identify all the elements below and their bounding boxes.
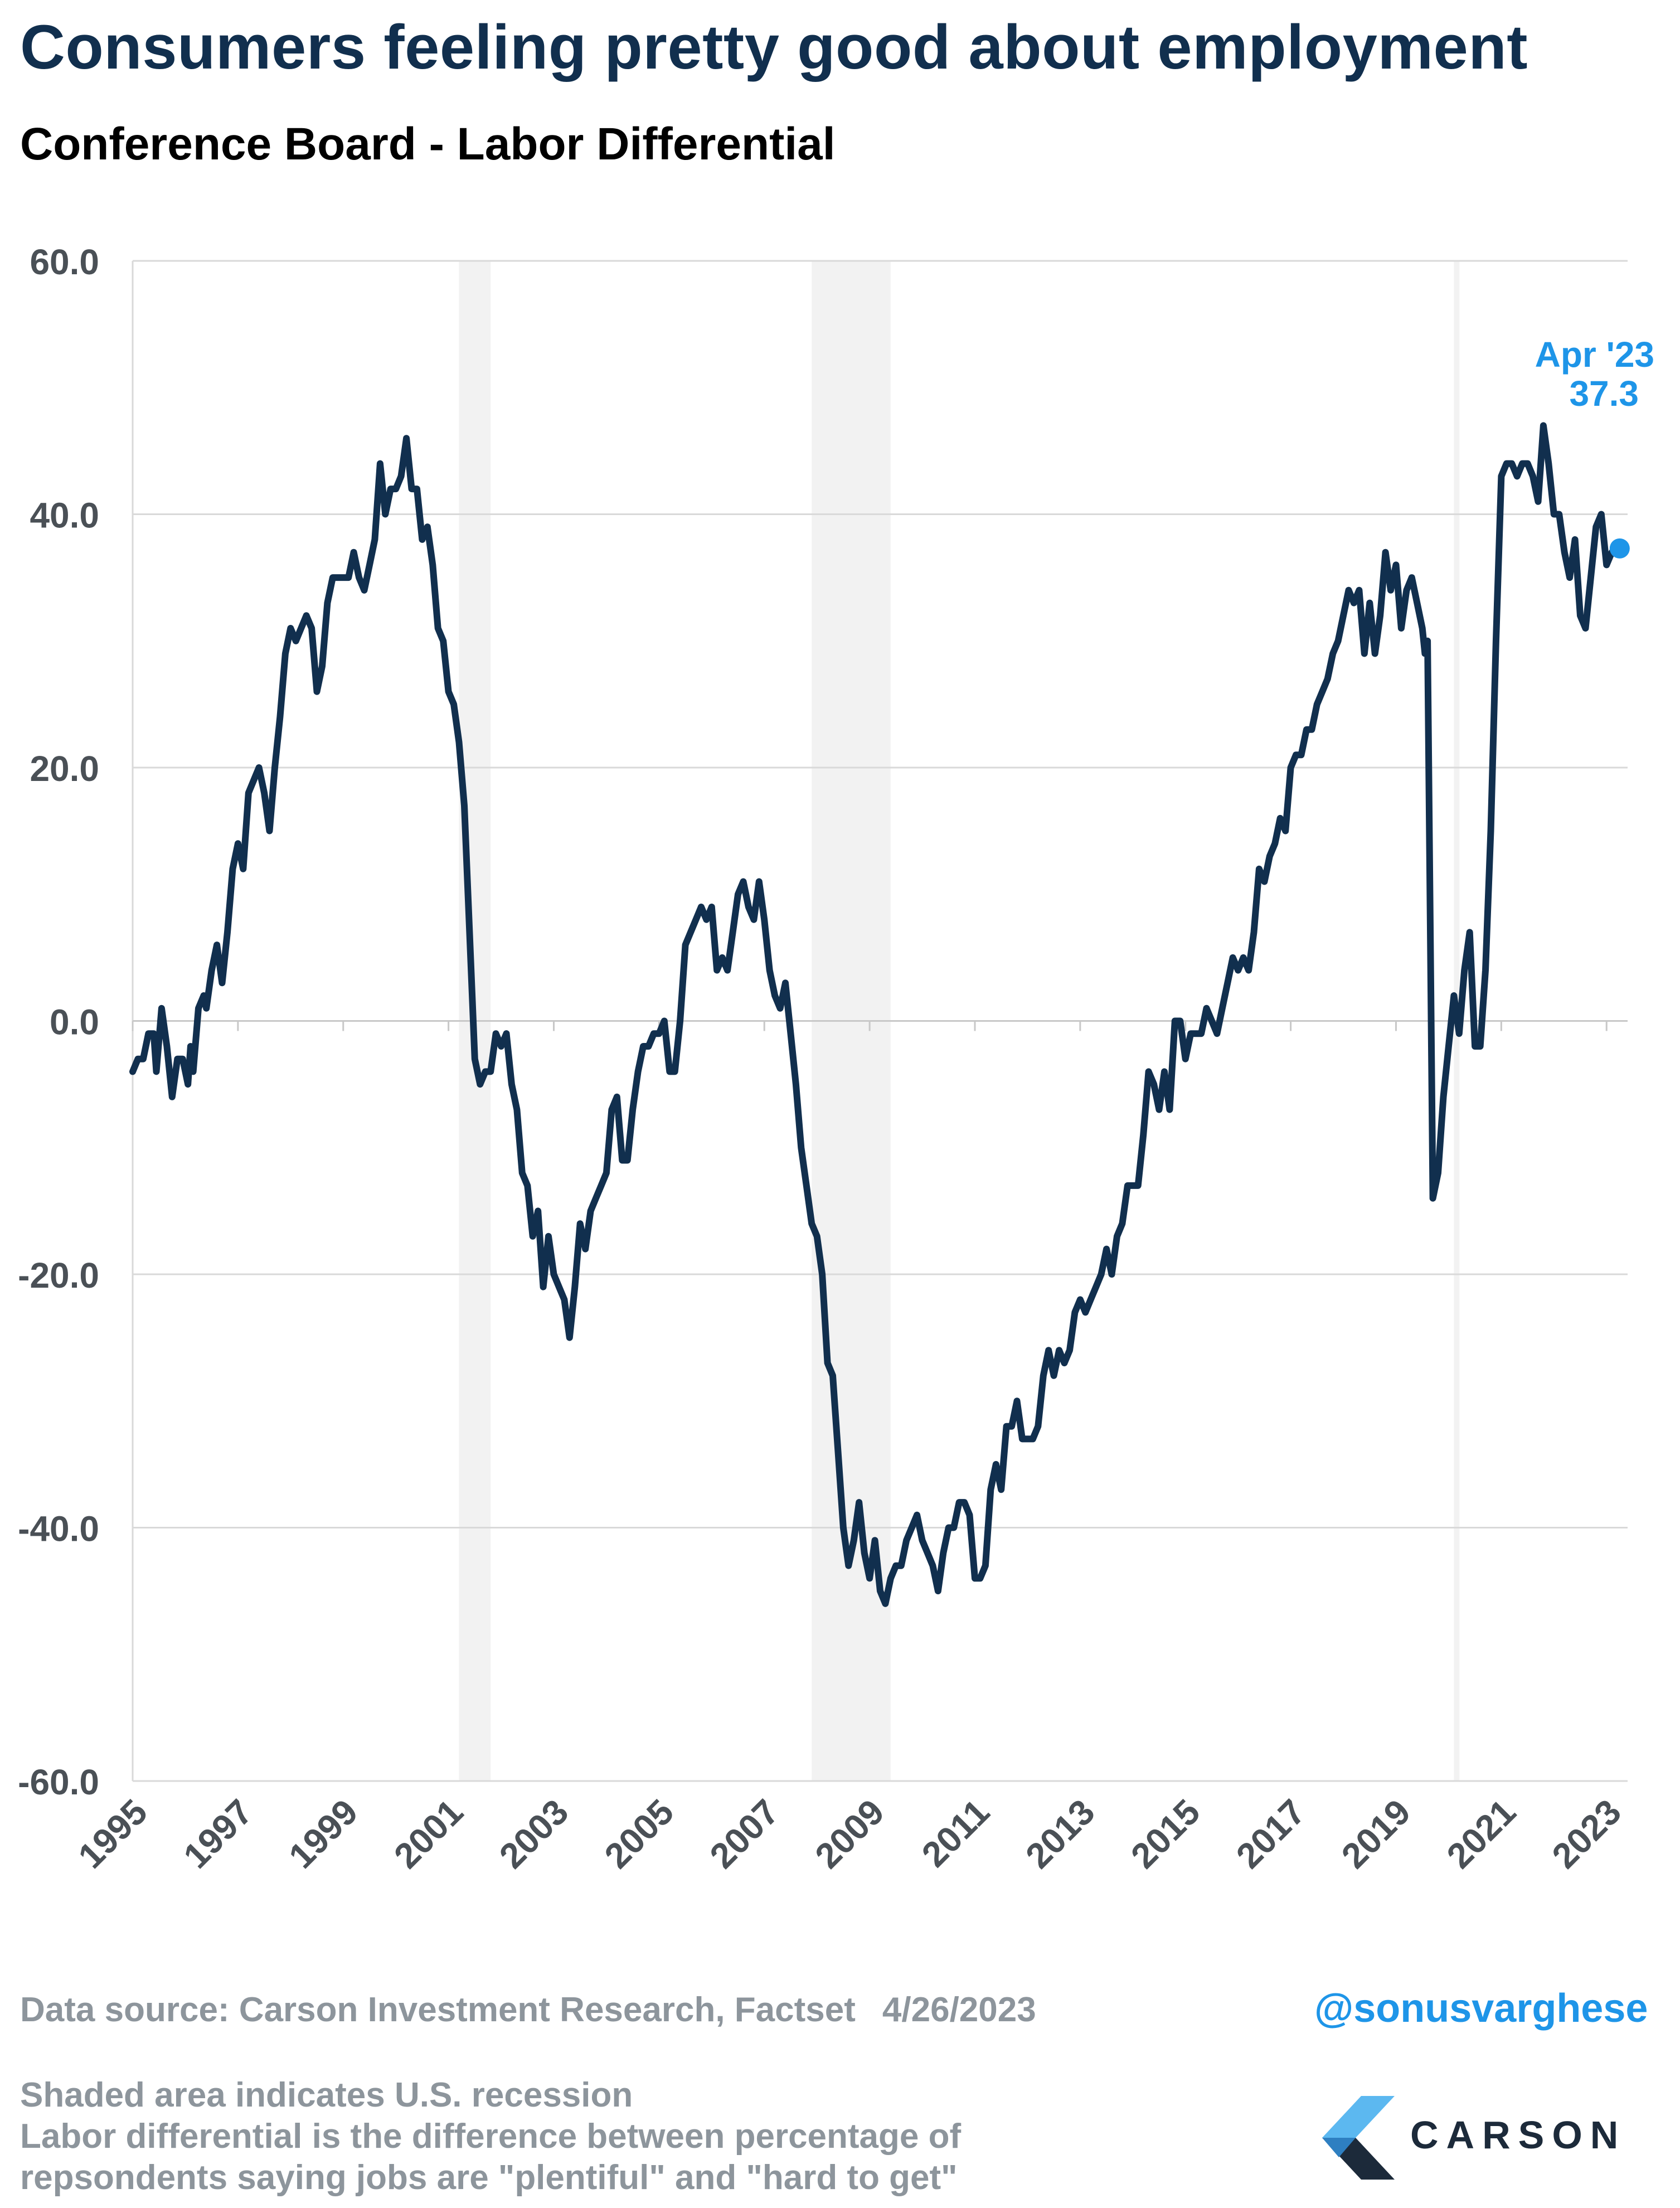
axes xyxy=(132,261,1628,1782)
y-tick-label: 0.0 xyxy=(50,1002,99,1042)
chart-title: Consumers feeling pretty good about empl… xyxy=(20,12,1528,82)
note-definition-2: repsondents saying jobs are "plentiful" … xyxy=(20,2158,958,2197)
annotation-value: 37.3 xyxy=(1569,373,1639,414)
x-tick-label: 2001 xyxy=(386,1792,471,1876)
series-layer xyxy=(129,422,1623,1607)
carson-logo-text: CARSON xyxy=(1410,2113,1626,2157)
data-source: Data source: Carson Investment Research,… xyxy=(20,1990,1036,2030)
x-tick-label: 2019 xyxy=(1334,1792,1419,1876)
y-tick-labels: 60.0 40.0 20.0 0.0 -20.0 -40.0 -60.0 xyxy=(18,242,99,1802)
x-tick-label: 2009 xyxy=(807,1792,892,1876)
y-tick-label: 20.0 xyxy=(30,749,99,789)
latest-point-marker xyxy=(1609,538,1630,559)
x-tick-label: 2005 xyxy=(597,1792,682,1876)
x-tick-label: 2013 xyxy=(1018,1792,1103,1876)
y-tick-label: 40.0 xyxy=(30,496,99,536)
data-source-text: Data source: Carson Investment Research,… xyxy=(20,1991,856,2029)
x-tick-label: 1997 xyxy=(176,1792,260,1876)
annotation-label: Apr '23 xyxy=(1535,334,1654,375)
x-tick-label: 2021 xyxy=(1439,1792,1524,1876)
x-tick-label: 2015 xyxy=(1123,1792,1208,1876)
note-recession: Shaded area indicates U.S. recession xyxy=(20,2076,633,2114)
data-source-date: 4/26/2023 xyxy=(882,1991,1036,2029)
author-handle[interactable]: @sonusvarghese xyxy=(1314,1986,1648,2031)
y-tick-label: -20.0 xyxy=(18,1255,99,1295)
chart-subtitle: Conference Board - Labor Differential xyxy=(20,119,836,169)
x-tick-label: 2017 xyxy=(1229,1792,1313,1876)
y-tick-label: -40.0 xyxy=(18,1509,99,1549)
line-chart: 60.0 40.0 20.0 0.0 -20.0 -40.0 -60.0 1995 1997 1… xyxy=(18,242,1654,1876)
carson-logo-icon xyxy=(1322,2096,1395,2180)
x-tick-label: 2011 xyxy=(914,1792,997,1875)
x-tick-label: 1995 xyxy=(70,1792,155,1876)
x-tick-label: 1999 xyxy=(281,1792,366,1876)
x-tick-label: 2003 xyxy=(492,1792,576,1876)
chart-notes: Shaded area indicates U.S. recession Lab… xyxy=(20,2075,961,2199)
y-tick-label: 60.0 xyxy=(30,242,99,282)
x-tick-labels: 1995 1997 1999 2001 2003 2005 2007 2009 2011 2013… xyxy=(70,1792,1629,1876)
y-tick-label: -60.0 xyxy=(18,1762,99,1802)
x-tick-label: 2023 xyxy=(1545,1792,1629,1876)
note-definition-1: Labor differential is the difference bet… xyxy=(20,2117,962,2156)
series-line-labor-differential xyxy=(129,422,1623,1607)
x-tick-label: 2007 xyxy=(702,1792,787,1876)
